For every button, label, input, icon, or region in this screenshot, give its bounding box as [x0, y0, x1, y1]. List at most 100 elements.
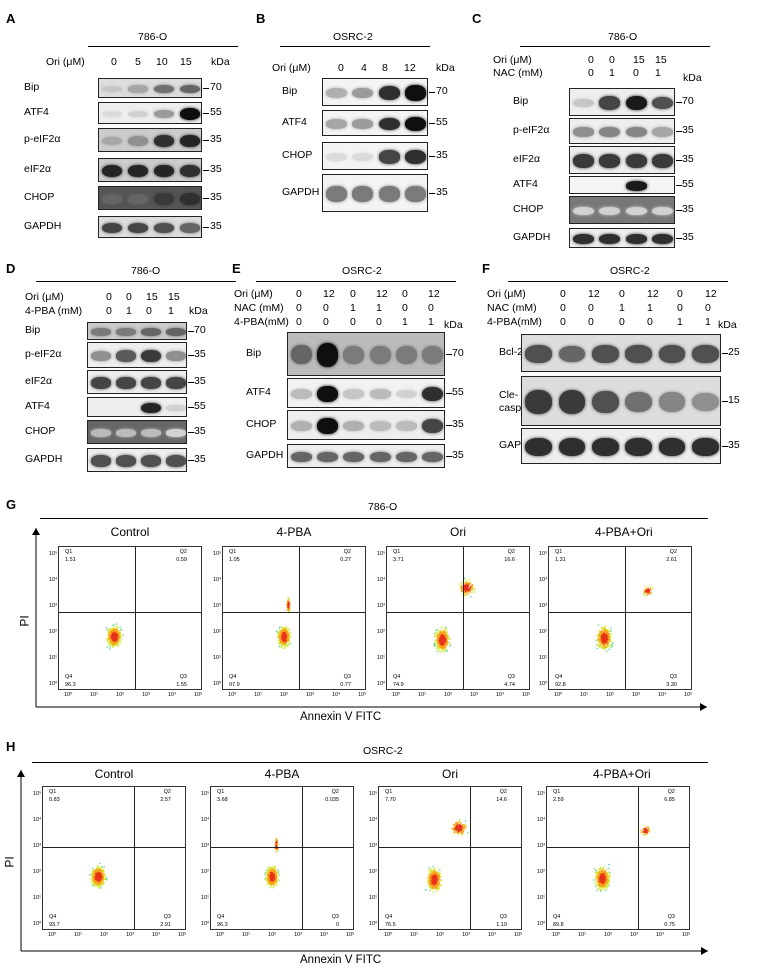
panel-a-row-label-3: eIF2α [24, 163, 52, 175]
panel-g-xtick-0-2: 10² [116, 692, 124, 698]
panel-f-band-2-0 [525, 438, 552, 456]
panel-b-band-1-0 [325, 119, 347, 129]
panel-b-band-2-2 [378, 150, 400, 164]
panel-e-band-0-3 [369, 346, 391, 364]
panel-f-cond-2-0: 0 [560, 302, 566, 314]
panel-b-kda-tick-2 [429, 156, 435, 157]
panel-d-kda-tick-1 [188, 355, 194, 356]
panel-b-kda-3: 35 [436, 186, 448, 198]
panel-g-xtick-3-0: 10⁰ [554, 692, 563, 698]
panel-h-plot-title-2: Ori [442, 767, 458, 781]
panel-h-xtick-0-4: 10⁴ [152, 932, 161, 938]
panel-c-band-2-0 [572, 154, 594, 168]
panel-e-band-3-0 [290, 451, 312, 463]
panel-e-band-3-5 [422, 451, 444, 463]
panel-c-band-5-2 [625, 234, 647, 244]
panel-b-cond-0: 0 [338, 62, 344, 74]
panel-c-blot-2 [569, 146, 675, 174]
panel-h-q3-value-0: 2.91 [160, 922, 171, 928]
panel-d-blot-3 [87, 397, 187, 417]
panel-g-ytick-0-5: 10⁵ [49, 551, 58, 557]
panel-a-kda-1: 55 [210, 106, 222, 118]
panel-f-cond-label-3: 4-PBA(mM) [487, 316, 542, 328]
panel-d-band-0-1 [115, 328, 136, 336]
panel-d-blot-0 [87, 322, 187, 340]
panel-h-q4-label-3: Q4 [553, 914, 561, 920]
panel-a-cond-1: 5 [135, 56, 141, 68]
panel-d-kda-4: 35 [194, 425, 206, 437]
panel-c-band-5-0 [572, 234, 594, 244]
panel-e-cond-2-5: 0 [428, 302, 434, 314]
panel-h-plot-2: Q1 7.70 Q2 14.6 Q4 76.5 Q3 1.19 [378, 786, 522, 930]
panel-b-band-3-0 [325, 186, 347, 202]
panel-e-band-3-4 [395, 451, 418, 463]
panel-a-band-0-2 [153, 84, 175, 94]
panel-a-title: 786-O [138, 31, 168, 43]
panel-letter-e: E [232, 261, 241, 276]
panel-a-kda-3: 35 [210, 163, 222, 175]
panel-a-band-3-2 [153, 164, 175, 178]
panel-h-ytick-2-2: 10² [369, 869, 377, 875]
panel-h-q1-value-2: 7.70 [385, 797, 396, 803]
panel-a-kda-0: 70 [210, 81, 222, 93]
panel-h-quad-v-2 [469, 787, 471, 929]
panel-h-quad-h-3 [547, 847, 689, 849]
panel-d-kda-tick-2 [188, 382, 194, 383]
panel-h-quad-h-0 [43, 847, 185, 849]
panel-h-xtick-0-3: 10³ [126, 932, 134, 938]
panel-d-kda-tick-0 [188, 331, 194, 332]
panel-a-kda-tick-5 [203, 227, 209, 228]
panel-h-q3-value-1: 0 [335, 922, 339, 928]
panel-g-xtick-1-1: 10¹ [254, 692, 262, 698]
panel-letter-a: A [6, 11, 16, 26]
panel-f-band-1-0 [525, 389, 552, 415]
panel-e-blot-1 [287, 378, 445, 408]
panel-c-kda-2: 35 [682, 153, 694, 165]
panel-f-cond-3-5: 1 [705, 316, 711, 328]
panel-c-cond-label-2: NAC (mM) [493, 67, 543, 79]
panel-e-band-1-3 [369, 389, 391, 399]
panel-h-q3-label-0: Q3 [163, 914, 171, 920]
panel-g-xtick-1-0: 10⁰ [228, 692, 237, 698]
panel-f-row-label-2: GAPDH [499, 439, 537, 451]
panel-h-ytick-1-2: 10² [201, 869, 209, 875]
panel-e-band-2-3 [369, 421, 391, 431]
panel-b-kda-tick-1 [429, 123, 435, 124]
panel-g-ytick-0-0: 10⁰ [49, 681, 58, 687]
panel-g-ytick-1-3: 10³ [213, 603, 221, 609]
panel-h-scatter-0 [89, 862, 108, 889]
panel-f-cond-2-2: 1 [619, 302, 625, 314]
panel-g-q1-label-2: Q1 [393, 549, 401, 555]
panel-g-ytick-1-1: 10¹ [213, 655, 221, 661]
panel-c-kda-tick-4 [676, 210, 682, 211]
panel-h-q1-value-0: 0.83 [49, 797, 60, 803]
panel-h-ytick-2-5: 10⁵ [369, 791, 378, 797]
panel-c-band-2-2 [625, 154, 647, 168]
panel-b-band-3-3 [405, 186, 427, 202]
panel-d-band-3-2 [140, 402, 161, 414]
panel-e-band-0-2 [343, 346, 365, 364]
panel-g-q2-value-2: 16.6 [504, 557, 515, 563]
panel-g-plot-3: Q1 1.31 Q2 2.61 Q4 92.8 Q3 3.30 [548, 546, 692, 690]
panel-b-row-label-0: Bip [282, 85, 298, 97]
panel-g-ytick-3-5: 10⁵ [539, 551, 548, 557]
panel-f-cond-3-1: 0 [588, 316, 594, 328]
panel-f-band-0-2 [592, 345, 619, 363]
panel-d-cond-1-1: 0 [126, 291, 132, 303]
panel-b-band-1-2 [378, 117, 400, 131]
panel-f-band-0-3 [625, 345, 652, 363]
panel-g-q4-value-3: 92.8 [555, 682, 566, 688]
panel-d-title: 786-O [131, 265, 161, 277]
panel-b-kda-unit: kDa [436, 62, 455, 74]
panel-b-cond-3: 12 [404, 62, 416, 74]
panel-d-kda-tick-5 [188, 460, 194, 461]
panel-e-cond-3-3: 0 [376, 316, 382, 328]
panel-d-band-5-2 [140, 455, 161, 467]
panel-b-blot-0 [322, 78, 428, 106]
panel-c-row-label-4: CHOP [513, 203, 544, 215]
panel-c-band-4-2 [625, 206, 647, 216]
panel-f-band-2-5 [692, 438, 719, 456]
panel-g-ytick-0-1: 10¹ [49, 655, 57, 661]
panel-d-cond-label-2: 4-PBA (mM) [25, 305, 83, 317]
panel-c-cond-2-0: 0 [588, 67, 594, 79]
